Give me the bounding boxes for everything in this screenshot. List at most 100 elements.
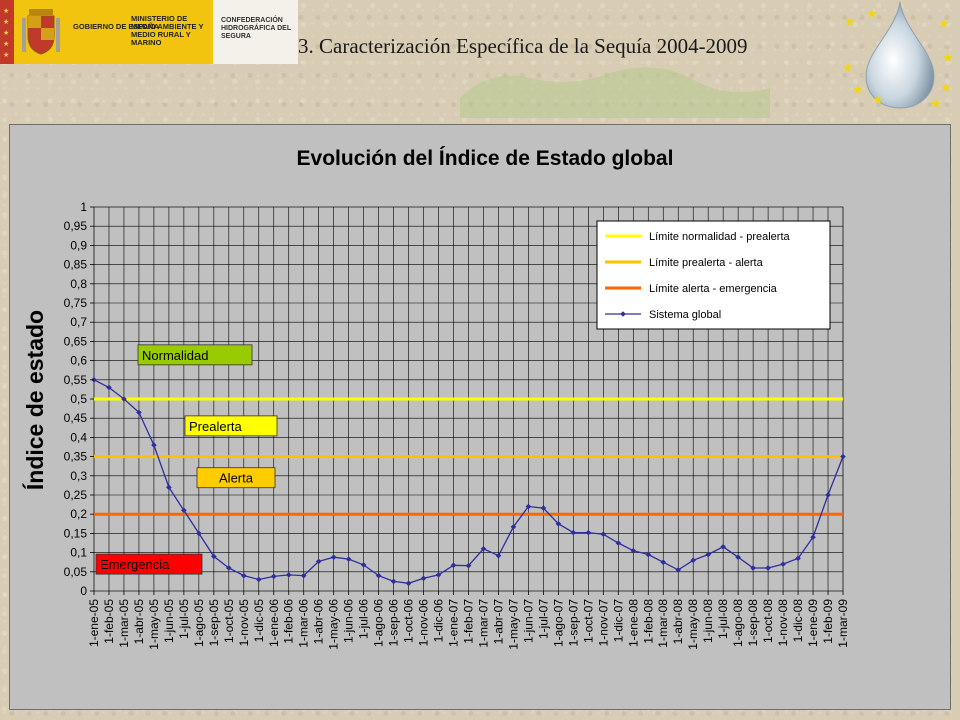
data-point [645, 551, 652, 558]
x-tick-label: 1-mar-05 [117, 599, 131, 648]
x-tick-label: 1-ene-09 [806, 599, 820, 647]
x-tick-label: 1-may-06 [327, 599, 341, 650]
svg-text:★: ★ [866, 7, 878, 22]
x-tick-label: 1-oct-05 [222, 599, 236, 643]
legend-label: Límite prealerta - alerta [649, 257, 764, 269]
x-tick-label: 1-abr-08 [671, 599, 685, 645]
x-tick-label: 1-oct-08 [761, 599, 775, 643]
y-tick-label: 0,35 [64, 450, 88, 464]
y-tick-label: 0,5 [70, 392, 87, 406]
x-tick-label: 1-sep-08 [746, 599, 760, 647]
water-drop-icon: ★★★ ★★★ ★★★ [842, 1, 954, 112]
ministry-label: MINISTERIO DE MEDIO AMBIENTE Y MEDIO RUR… [131, 14, 204, 47]
x-tick-label: 1-ago-05 [192, 599, 206, 647]
x-tick-label: 1-mar-08 [656, 599, 670, 648]
x-tick-label: 1-jul-06 [357, 599, 371, 639]
x-tick-label: 1-mar-07 [476, 599, 490, 648]
data-point [181, 507, 187, 514]
x-tick-label: 1-jul-08 [716, 599, 730, 639]
x-tick-label: 1-feb-09 [821, 599, 835, 644]
data-point [765, 565, 771, 571]
y-tick-label: 0,75 [64, 296, 88, 310]
data-point [226, 565, 232, 571]
y-tick-label: 0,6 [70, 354, 87, 368]
data-point [196, 530, 202, 537]
data-point [136, 409, 142, 416]
x-tick-label: 1-ago-06 [372, 599, 386, 647]
legend-item: Sistema global [605, 309, 721, 321]
data-point [630, 547, 637, 554]
data-point [270, 573, 277, 580]
chart-panel: Evolución del Índice de Estado global Ín… [9, 124, 951, 710]
y-tick-label: 0,15 [64, 526, 88, 540]
y-tick-label: 0,7 [70, 315, 87, 329]
x-tick-label: 1-nov-05 [237, 599, 251, 647]
y-tick-label: 0,8 [70, 277, 87, 291]
y-tick-label: 0,25 [64, 488, 88, 502]
legend-label: Límite normalidad - prealerta [649, 231, 791, 243]
x-tick-label: 1-dic-06 [432, 599, 446, 643]
y-tick-label: 0,65 [64, 334, 88, 348]
x-tick-label: 1-ago-08 [731, 599, 745, 647]
legend-label: Sistema global [649, 309, 721, 321]
data-point [435, 572, 442, 578]
legend-item: Límite alerta - emergencia [605, 283, 778, 295]
y-tick-label: 0 [80, 584, 87, 598]
slide-header: ★ ★ ★ ★ ★ GOBIERNO DE ESPAÑA MINISTERIO DE M… [0, 0, 960, 118]
slide-title: 3. Caracterización Específica de la Sequ… [298, 34, 748, 58]
data-point [810, 534, 816, 541]
data-point [600, 531, 607, 537]
svg-text:★: ★ [844, 15, 856, 30]
data-point [450, 562, 457, 569]
x-tick-label: 1-ago-07 [551, 599, 565, 647]
x-tick-label: 1-sep-06 [387, 599, 401, 647]
svg-text:★: ★ [930, 97, 942, 112]
x-tick-label: 1-jul-05 [177, 599, 191, 639]
zone-label-text: Alerta [219, 471, 254, 486]
svg-text:★: ★ [940, 81, 952, 96]
data-point [675, 567, 682, 573]
y-tick-label: 0,05 [64, 565, 88, 579]
data-point [121, 396, 127, 402]
x-tick-label: 1-feb-05 [102, 599, 116, 644]
x-tick-label: 1-ene-07 [447, 599, 461, 647]
x-tick-label: 1-dic-08 [791, 599, 805, 643]
data-point [660, 559, 667, 565]
data-point [720, 544, 726, 550]
x-tick-label: 1-may-05 [147, 599, 161, 650]
x-tick-label: 1-nov-08 [776, 599, 790, 647]
x-tick-label: 1-feb-06 [282, 599, 296, 644]
y-tick-label: 0,55 [64, 373, 88, 387]
y-tick-label: 0,4 [70, 430, 87, 444]
y-tick-label: 1 [80, 200, 87, 214]
svg-text:★: ★ [942, 51, 954, 66]
data-point [480, 545, 487, 552]
data-point [465, 562, 472, 569]
y-tick-label: 0,45 [64, 411, 88, 425]
data-point [330, 554, 337, 561]
zone-label-text: Normalidad [142, 348, 208, 363]
data-point [780, 561, 786, 567]
x-tick-label: 1-may-07 [506, 599, 520, 650]
data-point [390, 578, 397, 585]
government-logo: ★ ★ ★ ★ ★ GOBIERNO DE ESPAÑA MINISTERIO DE M… [0, 0, 213, 64]
data-point [825, 492, 831, 498]
x-tick-label: 1-nov-07 [596, 599, 610, 647]
y-tick-label: 0,2 [70, 507, 87, 521]
zone-label-prealerta: Prealerta [184, 415, 278, 437]
data-point [151, 442, 157, 448]
x-tick-label: 1-mar-09 [836, 599, 850, 648]
svg-text:★: ★ [842, 61, 854, 76]
y-tick-label: 0,95 [64, 219, 88, 233]
x-tick-label: 1-ene-08 [626, 599, 640, 647]
data-point [690, 557, 696, 564]
government-label: GOBIERNO DE ESPAÑA [73, 22, 160, 31]
x-tick-label: 1-sep-07 [566, 599, 580, 647]
data-point [345, 556, 352, 562]
y-tick-label: 0,1 [70, 546, 87, 560]
zone-label-emergencia: Emergencia [95, 553, 203, 575]
data-point [211, 553, 217, 560]
data-point [570, 529, 577, 536]
data-point [285, 572, 292, 578]
legend-item: Límite normalidad - prealerta [605, 231, 791, 243]
